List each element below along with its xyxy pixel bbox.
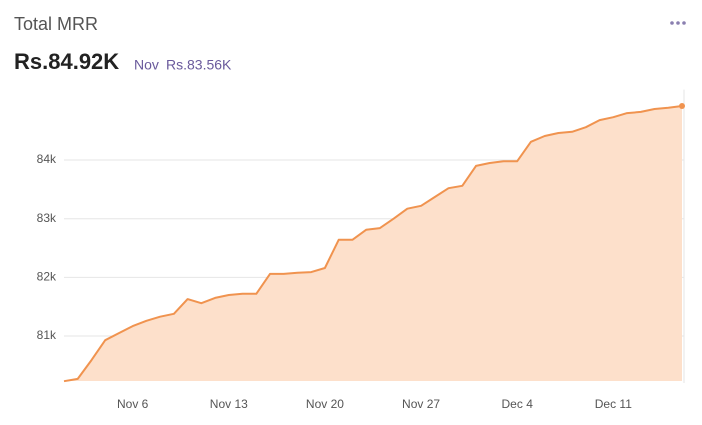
x-tick-label: Nov 13 [210, 397, 248, 411]
y-tick-label: 81k [37, 328, 57, 342]
x-tick-label: Nov 6 [117, 397, 149, 411]
chart-title: Total MRR [14, 14, 98, 34]
x-tick-label: Nov 27 [402, 397, 440, 411]
comparison-value: Rs.83.56K [166, 57, 232, 73]
x-tick-label: Dec 4 [502, 397, 534, 411]
area-fill [64, 106, 682, 382]
comparison-label: Nov [134, 57, 159, 73]
menu-dot[interactable] [682, 21, 686, 25]
y-tick-label: 83k [37, 211, 57, 225]
menu-dot[interactable] [676, 21, 680, 25]
line [63, 105, 683, 383]
menu-button[interactable] [670, 21, 686, 25]
headline-value: Rs.84.92K [14, 49, 119, 74]
y-tick-label: 84k [37, 152, 57, 166]
menu-dot[interactable] [670, 21, 674, 25]
x-tick-label: Nov 20 [306, 397, 344, 411]
end-point [679, 103, 685, 110]
x-tick-label: Dec 11 [595, 397, 632, 411]
y-tick-label: 82k [37, 270, 57, 284]
